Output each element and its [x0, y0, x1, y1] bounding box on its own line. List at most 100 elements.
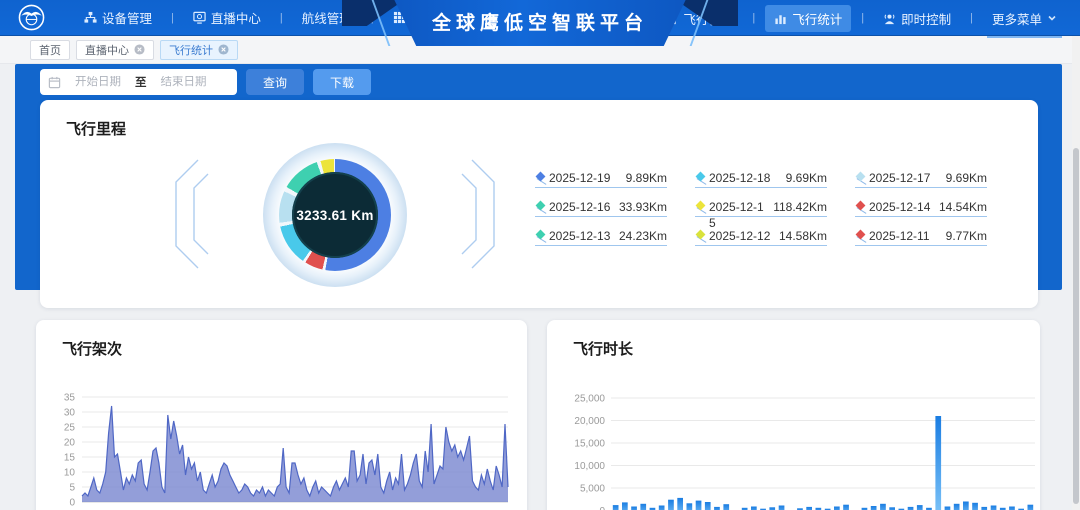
duration-bar [880, 503, 886, 510]
legend-date: 2025-12-16 [549, 200, 611, 214]
gauge-bracket-left [175, 159, 209, 269]
sorties-area-chart[interactable]: 0 5 10 15 20 25 30 35 [48, 390, 518, 510]
date-range-picker[interactable]: 至 [40, 69, 237, 95]
main-nav-left: 设备管理 | 直播中心 | 航线管理 | 电子围栏 [75, 4, 470, 31]
legend-date: 2025-12-15 [709, 200, 764, 230]
duration-bar [1018, 508, 1024, 510]
close-icon[interactable] [218, 44, 229, 55]
duration-bar [861, 507, 868, 510]
nav-item-electronic-fence[interactable]: 电子围栏 [384, 4, 470, 31]
y-axis-tick: 0 [69, 498, 75, 509]
end-date-input[interactable] [150, 76, 217, 88]
scrollbar-thumb[interactable] [1073, 148, 1079, 504]
nav-item-route-management[interactable]: 航线管理 [293, 4, 361, 31]
nav-item-device-management[interactable]: 设备管理 [75, 4, 161, 31]
tab-live-center[interactable]: 直播中心 [76, 39, 154, 60]
flight-mileage-card: 飞行里程 3233.61 Km 2025-12-19 9.89Km 2025-12… [40, 100, 1038, 308]
duration-bar [907, 506, 914, 510]
duration-bar [677, 497, 683, 510]
tab-label: 首页 [39, 44, 61, 57]
flight-sorties-card: 飞行架次 0 5 10 15 20 25 30 35 [36, 320, 527, 510]
card-title: 飞行时长 [573, 341, 634, 358]
legend-item[interactable]: 2025-12-15 118.42Km [695, 199, 827, 230]
tab-home[interactable]: 首页 [30, 39, 70, 60]
diamond-marker-icon [695, 229, 706, 240]
duration-bar [889, 507, 895, 510]
duration-bar [999, 507, 1006, 510]
duration-bar [926, 507, 932, 510]
nav-item-flight-task[interactable]: 飞行任务 [656, 5, 742, 32]
duration-bar [990, 505, 997, 510]
duration-bar-chart[interactable]: 0 5,000 10,000 15,000 20,000 25,000 [559, 390, 1039, 510]
nav-item-more-menu[interactable]: 更多菜单 [983, 5, 1066, 38]
y-axis-tick: 10 [64, 468, 76, 479]
grid-icon [393, 11, 405, 24]
legend-item[interactable]: 2025-12-11 9.77Km [855, 228, 987, 257]
legend-value: 24.23Km [618, 229, 667, 243]
nav-item-label: 直播中心 [210, 12, 261, 26]
diamond-marker-icon [855, 171, 866, 182]
gauge-donut[interactable]: 3233.61 Km [279, 159, 391, 271]
duration-bar [741, 507, 748, 510]
nav-item-label: 飞行统计 [792, 12, 843, 27]
legend-item[interactable]: 2025-12-19 9.89Km [535, 170, 667, 199]
nav-item-flight-statistics[interactable]: 飞行统计 [765, 4, 852, 32]
start-date-input[interactable] [65, 76, 131, 88]
duration-bar [963, 501, 969, 510]
y-axis-tick: 25 [64, 423, 76, 434]
duration-bar [898, 508, 905, 510]
platform-logo-icon[interactable] [18, 4, 45, 31]
legend-date: 2025-12-14 [869, 200, 931, 214]
date-separator: 至 [135, 77, 147, 89]
legend-item[interactable]: 2025-12-13 24.23Km [535, 228, 667, 257]
duration-bar [760, 508, 766, 510]
legend-value: 33.93Km [618, 200, 667, 214]
monitor-icon [193, 11, 206, 24]
legend-item[interactable]: 2025-12-17 9.69Km [855, 170, 987, 199]
duration-bar [658, 505, 665, 510]
nav-separator: | [370, 11, 374, 24]
nav-item-realtime-control[interactable]: 即时控制 [874, 5, 960, 32]
gauge-bracket-right [461, 159, 495, 269]
duration-bar [631, 506, 637, 510]
nav-item-label: 更多菜单 [991, 12, 1042, 27]
gauge-glow-ring: 3233.61 Km [263, 143, 407, 287]
more-menu-underline [986, 35, 1062, 38]
breadcrumb-tabs: 首页 直播中心 飞行统计 [0, 36, 1072, 64]
y-axis-tick: 15 [64, 453, 76, 464]
flight-duration-card: 飞行时长 0 5,000 10,000 15,000 20,000 25,000 [547, 320, 1040, 510]
duration-bar [714, 506, 720, 510]
nav-separator: | [171, 11, 174, 24]
close-icon[interactable] [134, 44, 145, 55]
duration-bars [612, 416, 1034, 510]
legend-date: 2025-12-18 [709, 171, 771, 185]
legend-date: 2025-12-19 [549, 171, 611, 185]
download-button[interactable]: 下载 [313, 69, 372, 95]
nav-item-live-center[interactable]: 直播中心 [184, 4, 270, 31]
sorties-line [81, 405, 509, 498]
query-button[interactable]: 查询 [246, 69, 305, 95]
tab-flight-statistics[interactable]: 飞行统计 [160, 39, 238, 60]
page-scrollbar[interactable] [1072, 36, 1080, 510]
duration-bar [953, 503, 960, 510]
duration-bar [695, 500, 702, 510]
duration-bar [870, 506, 877, 510]
nav-item-label: 即时控制 [901, 12, 952, 27]
duration-bar [769, 507, 776, 510]
diamond-marker-icon [535, 171, 546, 182]
y-axis-tick: 0 [599, 506, 605, 510]
chevron-down-icon [1048, 15, 1056, 21]
legend-item[interactable]: 2025-12-16 33.93Km [535, 199, 667, 228]
nav-separator: | [279, 11, 283, 24]
card-title: 飞行里程 [66, 121, 127, 138]
legend-item[interactable]: 2025-12-18 9.69Km [695, 170, 827, 199]
legend-item[interactable]: 2025-12-14 14.54Km [855, 199, 987, 228]
main-nav-right: 飞行任务 | 飞行统计 | 即时控制 | 更多菜单 [656, 0, 1066, 38]
duration-bar [778, 505, 785, 510]
legend-value: 14.58Km [778, 229, 827, 243]
duration-bar [1027, 504, 1034, 510]
duration-bar [686, 503, 693, 510]
duration-bar [981, 506, 988, 510]
y-axis-tick: 20 [64, 438, 76, 449]
legend-item[interactable]: 2025-12-12 14.58Km [695, 228, 827, 257]
